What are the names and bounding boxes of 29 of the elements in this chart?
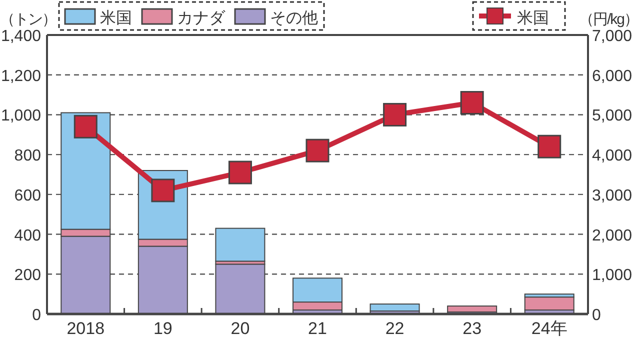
y2-tick-label: 3,000: [592, 187, 632, 204]
x-tick-label: 23: [462, 319, 482, 337]
x-tick-label: 19: [153, 319, 172, 337]
x-tick-label: 2018: [66, 319, 105, 337]
y-tick-label: 1,400: [0, 28, 42, 45]
y2-tick-label: 1,000: [592, 267, 632, 284]
y2-tick-label: 6,000: [592, 68, 632, 85]
legend-label: 米国: [517, 9, 549, 27]
legend-label: 米国: [100, 9, 132, 27]
legend-label: カナダ: [177, 10, 226, 27]
x-tick-label: 20: [230, 319, 250, 337]
y2-tick-label: 4,000: [592, 148, 632, 165]
y-tick-label: 1,200: [0, 68, 42, 85]
y2-tick-label: 2,000: [592, 227, 632, 244]
y-tick-label: 0: [32, 307, 42, 324]
y2-tick-label: 0: [592, 307, 601, 324]
y-tick-label: 1,000: [0, 108, 42, 125]
y2-tick-label: 7,000: [592, 28, 632, 45]
y-tick-label: 800: [14, 148, 42, 165]
y2-axis-title: （円/kg）: [578, 11, 638, 28]
y-tick-label: 600: [14, 187, 42, 204]
y-tick-label: 400: [14, 227, 42, 244]
x-tick-label: 24年: [531, 319, 568, 337]
y-axis-title: （トン）: [0, 11, 56, 28]
x-tick-label: 21: [308, 319, 327, 337]
y2-tick-label: 5,000: [592, 108, 632, 125]
legend-label: その他: [270, 10, 318, 27]
y-tick-label: 200: [14, 267, 42, 284]
x-tick-label: 22: [385, 319, 404, 337]
